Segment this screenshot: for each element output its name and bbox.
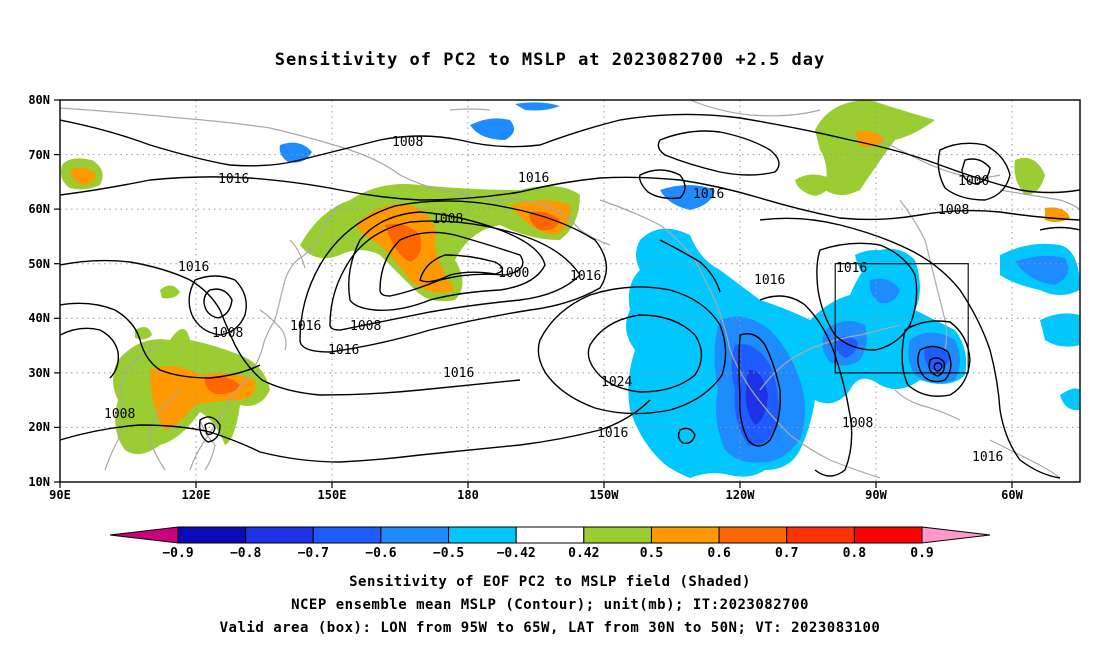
lat-label: 10N — [28, 475, 50, 489]
map-title: Sensitivity of PC2 to MSLP at 2023082700… — [274, 50, 826, 70]
contour-label: 1008 — [212, 326, 243, 341]
contour-label: 1016 — [443, 366, 474, 381]
lat-label: 30N — [28, 366, 50, 380]
contour-labels: 1008 1016 1016 1016 1008 1000 1016 1008 … — [104, 135, 1003, 465]
lon-label: 90E — [49, 488, 71, 502]
longitude-labels: 90E 120E 150E 180 150W 120W 90W 60W — [49, 488, 1023, 502]
contour-label: 1008 — [938, 203, 969, 218]
contour-label: 1000 — [958, 174, 989, 189]
colorbar-label: −0.7 — [298, 546, 329, 561]
colorbar-swatch — [312, 526, 382, 544]
axis-ticks — [54, 99, 1013, 488]
colorbar-swatch — [448, 526, 517, 544]
mslp-contours — [60, 113, 1080, 479]
colorbar-swatch — [177, 526, 247, 544]
contour-label: 1016 — [290, 319, 321, 334]
contour-label: 1016 — [972, 450, 1003, 465]
lat-label: 80N — [28, 93, 50, 107]
lon-label: 180 — [457, 488, 479, 502]
lon-label: 150E — [318, 488, 347, 502]
colorbar-swatch — [853, 526, 923, 544]
lon-label: 120W — [726, 488, 756, 502]
footer-line-3: Valid area (box): LON from 95W to 65W, L… — [219, 620, 881, 636]
colorbar-swatch — [380, 526, 450, 544]
contour-label: 1008 — [392, 135, 423, 150]
colorbar-swatch — [109, 526, 179, 544]
colorbar-label: 0.7 — [775, 546, 798, 561]
colorbar-label: −0.8 — [230, 546, 261, 561]
lon-label: 120E — [182, 488, 211, 502]
contour-label: 1008 — [842, 416, 873, 431]
contour-label: 1016 — [218, 172, 249, 187]
lon-label: 60W — [1001, 488, 1023, 502]
colorbar-label: 0.8 — [843, 546, 867, 561]
contour-label: 1008 — [104, 407, 135, 422]
contour-label: 1016 — [518, 171, 549, 186]
contour-label: 1016 — [693, 187, 724, 202]
colorbar-label: −0.6 — [365, 546, 396, 561]
map-frame — [59, 99, 1081, 483]
colorbar-label: −0.42 — [497, 546, 536, 561]
valid-area-box — [834, 263, 969, 374]
lon-label: 90W — [865, 488, 887, 502]
contour-label: 1008 — [432, 212, 463, 227]
contour-label: 1016 — [836, 261, 867, 276]
footer-line-2: NCEP ensemble mean MSLP (Contour); unit(… — [291, 597, 809, 613]
colorbar-label: 0.5 — [640, 546, 663, 561]
colorbar-swatch — [583, 526, 652, 544]
contour-label: 1008 — [350, 319, 381, 334]
colorbar-swatch — [650, 526, 720, 544]
lon-label: 150W — [590, 488, 620, 502]
colorbar-swatch — [515, 526, 585, 544]
coastlines — [60, 100, 1080, 479]
contour-label: 1016 — [597, 426, 628, 441]
lat-label: 60N — [28, 202, 50, 216]
contour-label: 1016 — [328, 343, 359, 358]
colorbar-swatch — [786, 526, 855, 544]
colorbar-label: 0.9 — [910, 546, 933, 561]
colorbar: −0.9 −0.8 −0.7 −0.6 −0.5 −0.42 0.42 0.5 0.6 0.7 0.… — [109, 526, 991, 561]
contour-label: 1016 — [754, 273, 785, 288]
colorbar-swatch — [245, 526, 314, 544]
footer-line-1: Sensitivity of EOF PC2 to MSLP field (Sh… — [349, 574, 751, 590]
latitude-labels: 80N 70N 60N 50N 40N 30N 20N 10N — [28, 93, 50, 489]
lat-label: 70N — [28, 148, 50, 162]
contour-label: 1024 — [601, 375, 632, 390]
lat-label: 20N — [28, 420, 50, 434]
colorbar-label: −0.9 — [162, 546, 193, 561]
colorbar-swatch — [718, 526, 788, 544]
lat-label: 50N — [28, 257, 50, 271]
lat-label: 40N — [28, 311, 50, 325]
contour-label: 1016 — [178, 260, 209, 275]
colorbar-label: 0.42 — [568, 546, 599, 561]
colorbar-label: −0.5 — [433, 546, 464, 561]
colorbar-swatch — [921, 526, 991, 544]
colorbar-label: 0.6 — [707, 546, 731, 561]
contour-label: 1000 — [498, 266, 529, 281]
contour-label: 1016 — [570, 269, 601, 284]
